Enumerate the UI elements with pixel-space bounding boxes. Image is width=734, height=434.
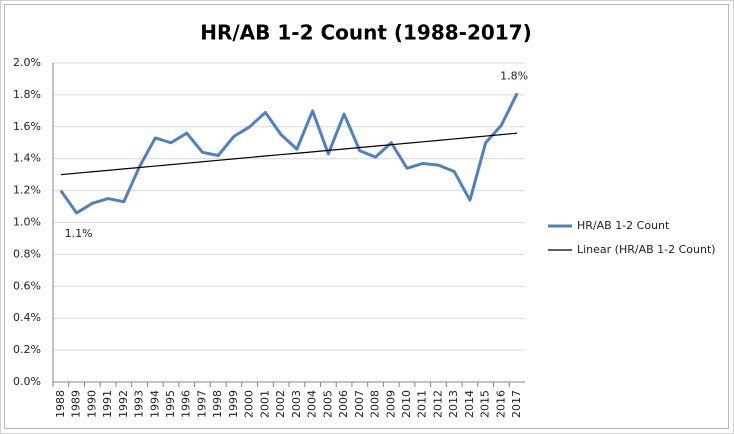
y-tick-label: 0.6%	[13, 279, 41, 292]
y-tick-label: 1.4%	[13, 152, 41, 165]
x-tick-label: 2007	[353, 390, 366, 418]
x-tick-label: 2008	[369, 390, 382, 418]
x-tick-label: 1988	[54, 390, 67, 418]
x-tick-label: 1992	[117, 390, 130, 418]
y-tick-label: 0.2%	[13, 343, 41, 356]
x-tick-label: 2001	[258, 390, 271, 418]
x-tick-label: 2017	[510, 390, 523, 418]
x-tick-label: 1994	[148, 390, 161, 418]
y-tick-label: 1.6%	[13, 120, 41, 133]
x-tick-label: 2009	[384, 390, 397, 418]
y-tick-label: 1.8%	[13, 88, 41, 101]
data-line	[59, 92, 519, 215]
x-tick-label: 2004	[306, 390, 319, 418]
x-tick-label: 2016	[494, 390, 507, 418]
y-tick-label: 0.4%	[13, 311, 41, 324]
x-tick-label: 2005	[321, 390, 334, 418]
x-tick-label: 2014	[463, 390, 476, 418]
x-tick-label: 2011	[416, 390, 429, 418]
x-tick-label: 2006	[337, 390, 350, 418]
x-tick-label: 1998	[211, 390, 224, 418]
x-tick-label: 1993	[133, 390, 146, 418]
x-tick-label: 1990	[85, 390, 98, 418]
x-tick-label: 2010	[400, 390, 413, 418]
x-tick-label: 1995	[164, 390, 177, 418]
x-tick-label: 2002	[274, 390, 287, 418]
y-tick-label: 1.2%	[13, 184, 41, 197]
x-tick-label: 1989	[70, 390, 83, 418]
x-tick-label: 1991	[101, 390, 114, 418]
x-tick-label: 2000	[243, 390, 256, 418]
x-tick-label: 1999	[227, 390, 240, 418]
x-tick-label: 2015	[479, 390, 492, 418]
legend-label: Linear (HR/AB 1-2 Count)	[577, 243, 716, 256]
data-label: 1.8%	[500, 69, 528, 82]
x-tick-label: 2013	[447, 390, 460, 418]
chart-area	[4, 4, 729, 429]
chart-title: HR/AB 1-2 Count (1988-2017)	[200, 21, 532, 45]
x-tick-label: 1997	[195, 390, 208, 418]
y-tick-label: 0.8%	[13, 247, 41, 260]
y-tick-label: 2.0%	[13, 56, 41, 69]
x-tick-label: 2012	[431, 390, 444, 418]
x-tick-label: 2003	[290, 390, 303, 418]
data-label: 1.1%	[65, 227, 93, 240]
y-tick-label: 1.0%	[13, 216, 41, 229]
trend-line	[60, 132, 518, 176]
legend-label: HR/AB 1-2 Count	[577, 219, 670, 232]
y-tick-label: 0.0%	[13, 375, 41, 388]
x-tick-label: 1996	[180, 390, 193, 418]
